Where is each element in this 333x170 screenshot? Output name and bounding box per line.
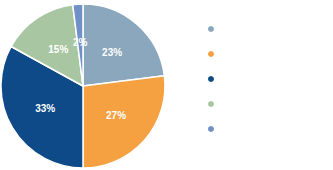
svg-text:33%: 33% [35,103,55,114]
svg-text:2%: 2% [73,37,88,48]
svg-text:27%: 27% [106,110,126,121]
svg-text:23%: 23% [102,47,122,58]
svg-text:15%: 15% [48,44,68,55]
